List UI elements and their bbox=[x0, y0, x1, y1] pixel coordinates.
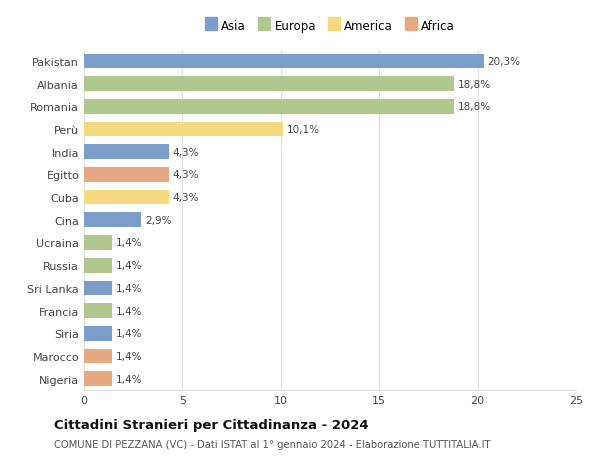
Bar bbox=[84, 349, 112, 364]
Text: 18,8%: 18,8% bbox=[458, 79, 491, 90]
Bar bbox=[84, 77, 454, 92]
Text: 18,8%: 18,8% bbox=[458, 102, 491, 112]
Text: Cittadini Stranieri per Cittadinanza - 2024: Cittadini Stranieri per Cittadinanza - 2… bbox=[54, 418, 368, 431]
Text: 10,1%: 10,1% bbox=[287, 125, 320, 135]
Text: 4,3%: 4,3% bbox=[173, 147, 199, 157]
Bar bbox=[84, 190, 169, 205]
Text: 1,4%: 1,4% bbox=[115, 306, 142, 316]
Text: COMUNE DI PEZZANA (VC) - Dati ISTAT al 1° gennaio 2024 - Elaborazione TUTTITALIA: COMUNE DI PEZZANA (VC) - Dati ISTAT al 1… bbox=[54, 440, 491, 449]
Bar bbox=[84, 213, 141, 228]
Bar bbox=[84, 55, 484, 69]
Text: 1,4%: 1,4% bbox=[115, 329, 142, 339]
Bar bbox=[84, 145, 169, 160]
Bar bbox=[84, 281, 112, 296]
Bar bbox=[84, 258, 112, 273]
Text: 4,3%: 4,3% bbox=[173, 170, 199, 180]
Text: 20,3%: 20,3% bbox=[487, 57, 520, 67]
Bar bbox=[84, 326, 112, 341]
Bar bbox=[84, 123, 283, 137]
Bar bbox=[84, 303, 112, 318]
Text: 1,4%: 1,4% bbox=[115, 238, 142, 248]
Bar bbox=[84, 235, 112, 250]
Legend: Asia, Europa, America, Africa: Asia, Europa, America, Africa bbox=[203, 17, 458, 35]
Text: 2,9%: 2,9% bbox=[145, 215, 172, 225]
Bar bbox=[84, 100, 454, 114]
Text: 1,4%: 1,4% bbox=[115, 261, 142, 271]
Text: 1,4%: 1,4% bbox=[115, 374, 142, 384]
Text: 4,3%: 4,3% bbox=[173, 193, 199, 203]
Bar bbox=[84, 168, 169, 182]
Text: 1,4%: 1,4% bbox=[115, 351, 142, 361]
Text: 1,4%: 1,4% bbox=[115, 283, 142, 293]
Bar bbox=[84, 371, 112, 386]
